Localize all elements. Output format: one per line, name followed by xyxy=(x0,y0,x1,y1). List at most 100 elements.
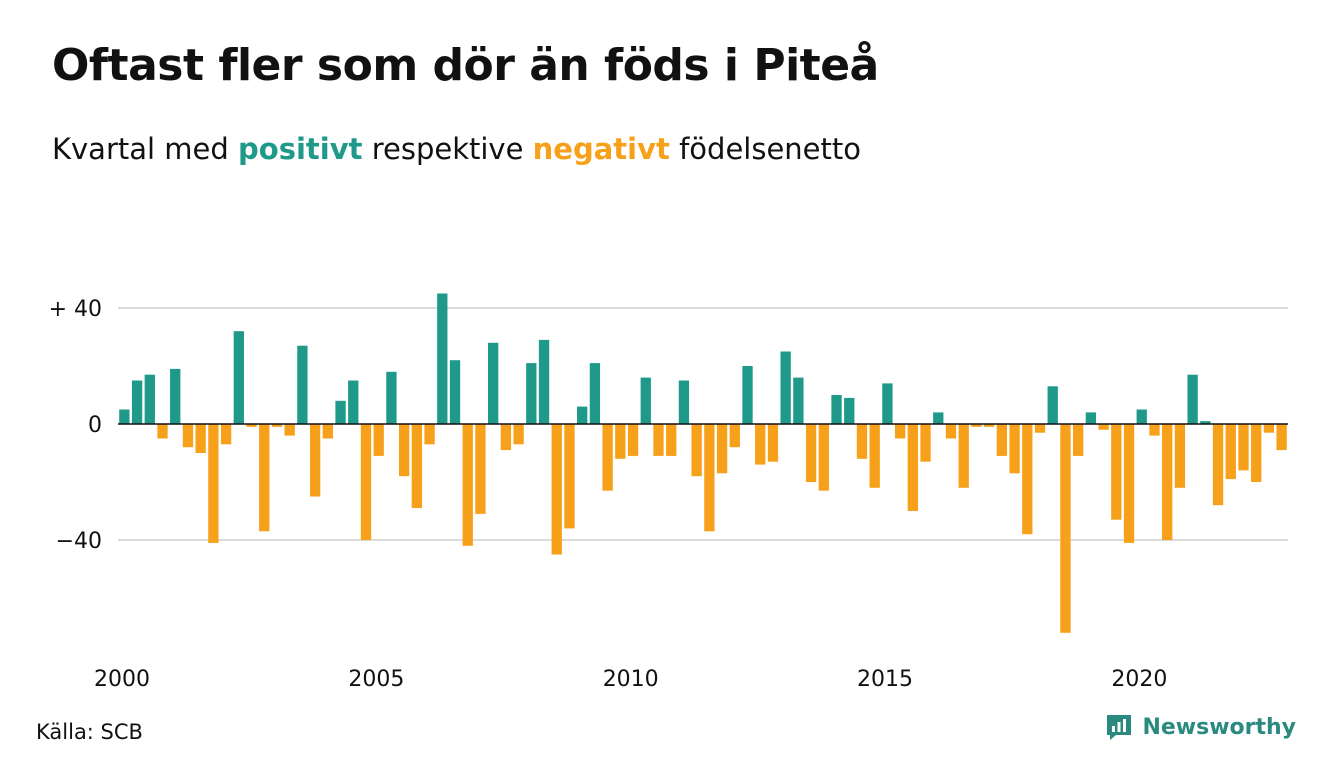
bar-negative xyxy=(1251,424,1262,482)
bar-negative xyxy=(462,424,473,546)
bar-negative xyxy=(1238,424,1249,471)
grid-layer xyxy=(118,307,1288,541)
bar-positive xyxy=(589,363,601,424)
x-tick-label: 2005 xyxy=(348,667,404,692)
x-tick-label: 2010 xyxy=(603,667,659,692)
brand-logo: Newsworthy xyxy=(1104,712,1296,742)
bar-negative xyxy=(373,424,384,456)
bar-positive xyxy=(131,380,143,424)
bar-positive xyxy=(1085,412,1097,424)
bar-negative xyxy=(602,424,613,491)
bar-negative xyxy=(1276,424,1287,451)
bar-negative xyxy=(945,424,957,439)
bar-negative xyxy=(1034,424,1046,433)
bar-positive xyxy=(233,331,244,424)
bar-negative xyxy=(398,424,410,477)
bar-positive xyxy=(831,395,842,424)
bar-negative xyxy=(1073,424,1084,456)
bar-positive xyxy=(933,412,944,424)
subtitle-suffix: födelsenetto xyxy=(679,132,861,166)
bar-negative xyxy=(653,424,664,456)
bar-negative xyxy=(513,424,524,445)
bar-positive xyxy=(386,371,397,424)
brand-name: Newsworthy xyxy=(1142,714,1296,740)
subtitle-negative-label: negativt xyxy=(532,132,670,166)
bar-negative xyxy=(220,424,232,445)
bar-negative xyxy=(1212,424,1224,506)
bar-positive xyxy=(538,339,550,424)
bar-negative xyxy=(983,424,995,427)
bar-negative xyxy=(1111,424,1122,520)
y-tick-label: + 40 xyxy=(49,297,102,322)
bar-negative xyxy=(1149,424,1160,436)
bar-negative xyxy=(360,424,372,540)
bar-negative xyxy=(958,424,969,488)
bar-negative xyxy=(666,424,677,456)
bar-positive xyxy=(793,377,804,424)
bar-positive xyxy=(170,368,181,424)
bar-negative xyxy=(564,424,575,529)
bar-negative xyxy=(996,424,1008,456)
bar-negative xyxy=(729,424,740,448)
axis-layer: + 40 0 −40 2000 2005 2010 2015 2020 xyxy=(49,297,1288,692)
bar-positive xyxy=(335,400,346,424)
bar-negative xyxy=(716,424,728,474)
bar-positive xyxy=(640,377,651,424)
x-tick-label: 2015 xyxy=(857,667,913,692)
bar-negative xyxy=(971,424,982,427)
bar-positive xyxy=(1136,409,1147,424)
bar-positive xyxy=(348,380,359,424)
source-note: Källa: SCB xyxy=(36,720,143,744)
bar-negative xyxy=(322,424,333,439)
bar-negative xyxy=(1263,424,1275,433)
bar-negative xyxy=(1174,424,1186,488)
bar-negative xyxy=(309,424,321,497)
bar-negative xyxy=(1225,424,1236,480)
bar-layer xyxy=(119,293,1287,633)
bar-negative xyxy=(1009,424,1020,474)
bar-negative xyxy=(805,424,817,482)
bar-negative xyxy=(551,424,562,555)
bar-negative xyxy=(691,424,702,477)
bar-positive xyxy=(742,366,753,424)
bar-negative xyxy=(246,424,257,427)
bar-negative xyxy=(869,424,880,488)
bar-negative xyxy=(475,424,486,514)
bar-negative xyxy=(271,424,283,427)
bar-positive xyxy=(488,342,499,424)
bar-negative xyxy=(907,424,918,511)
bar-positive xyxy=(526,363,537,424)
bar-positive xyxy=(449,360,461,424)
y-tick-label: 0 xyxy=(88,413,102,438)
bar-negative xyxy=(1123,424,1135,543)
bar-positive xyxy=(144,374,155,424)
bar-negative xyxy=(500,424,512,451)
bar-positive xyxy=(882,383,893,424)
bar-positive xyxy=(844,397,855,424)
x-tick-label: 2020 xyxy=(1111,667,1167,692)
bar-negative xyxy=(704,424,715,532)
bar-positive xyxy=(297,345,308,424)
y-tick-label: −40 xyxy=(56,529,102,554)
bar-positive xyxy=(437,293,448,424)
bar-positive xyxy=(678,380,690,424)
bar-negative xyxy=(1098,424,1109,430)
bar-negative xyxy=(615,424,626,459)
bar-negative xyxy=(208,424,219,543)
bar-negative xyxy=(920,424,931,462)
bar-negative xyxy=(818,424,829,491)
subtitle-middle: respektive xyxy=(371,132,524,166)
bar-positive xyxy=(119,409,130,424)
chart-subtitle: Kvartal med positivt respektive negativt… xyxy=(52,132,861,166)
bar-positive xyxy=(780,351,791,424)
bar-negative xyxy=(411,424,423,509)
subtitle-prefix: Kvartal med xyxy=(52,132,229,166)
bar-negative xyxy=(856,424,868,459)
chart-title: Oftast fler som dör än föds i Piteå xyxy=(52,40,879,91)
bar-negative xyxy=(182,424,194,448)
bar-positive xyxy=(577,406,588,424)
bar-positive xyxy=(1187,374,1198,424)
bar-negative xyxy=(755,424,766,465)
bar-negative xyxy=(195,424,206,453)
